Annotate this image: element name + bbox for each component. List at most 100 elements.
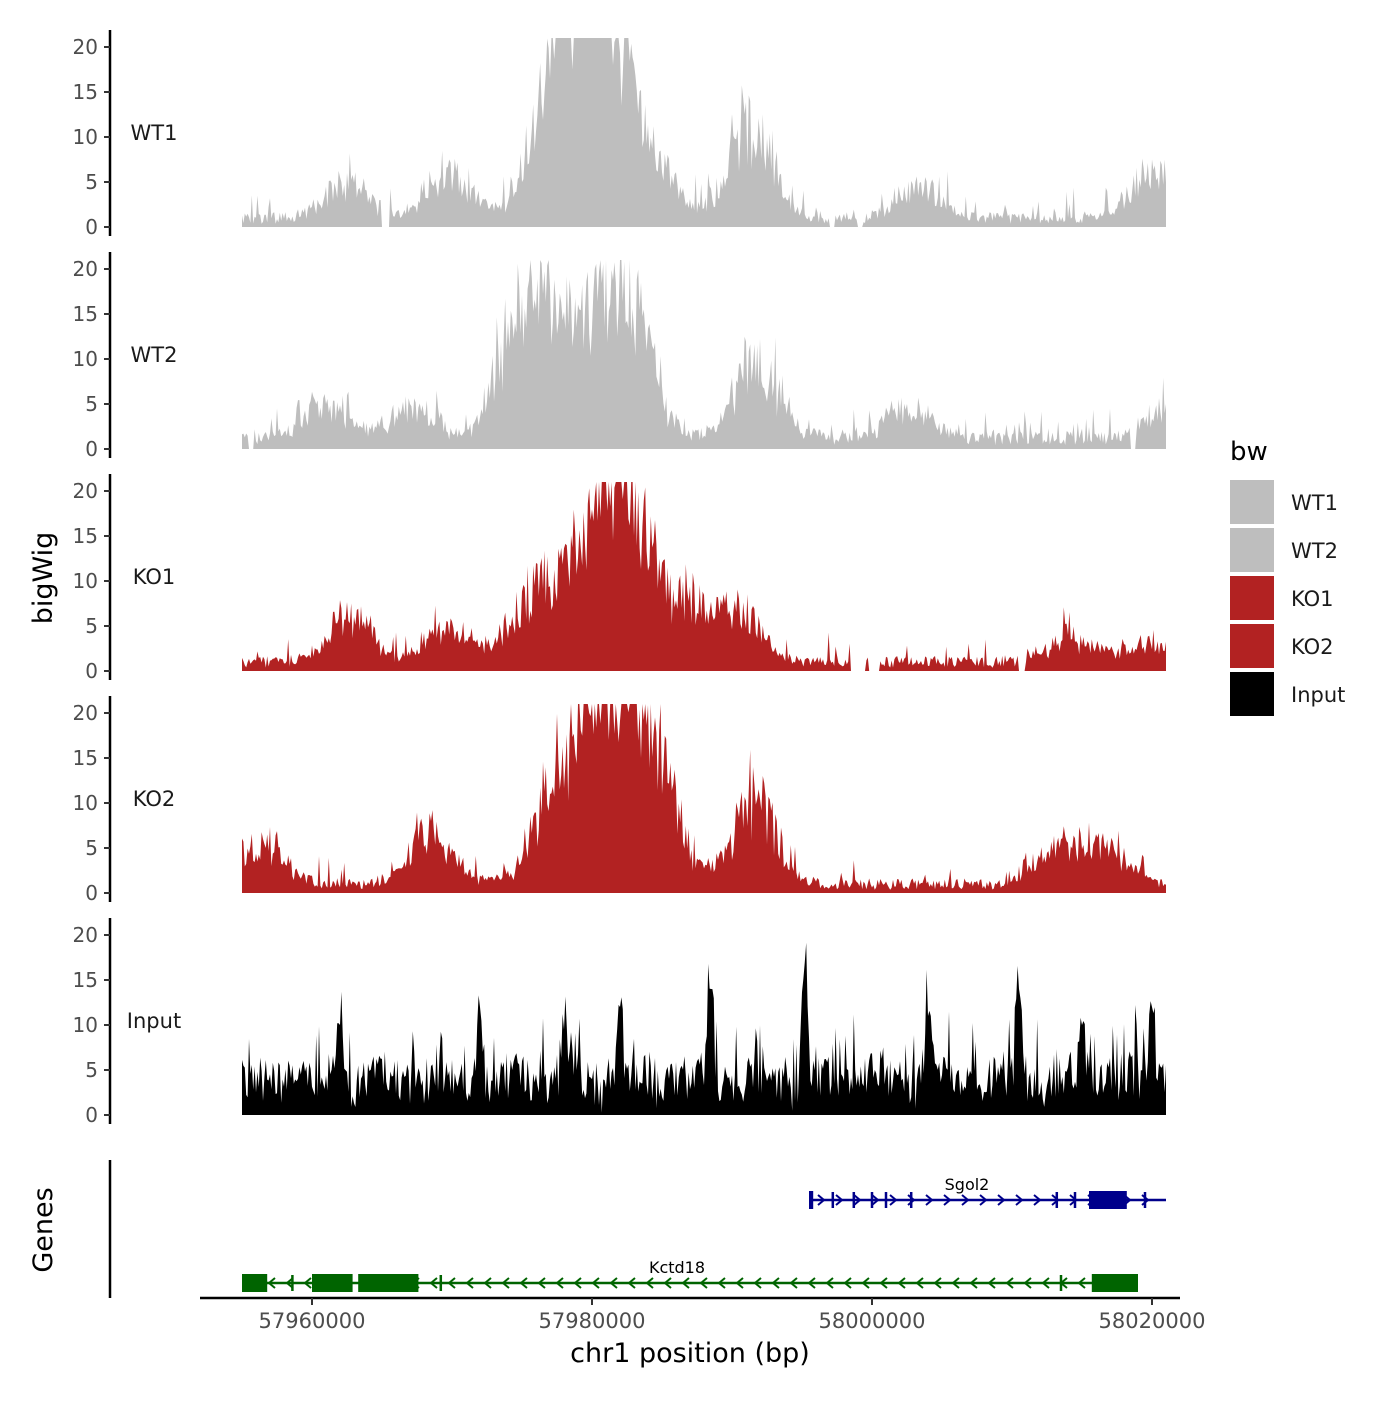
strand-arrow-kctd18 bbox=[537, 1277, 546, 1289]
y-tick-label-wt2: 15 bbox=[73, 302, 98, 326]
coverage-area-wt1 bbox=[242, 38, 1166, 227]
coverage-area-wt2 bbox=[242, 260, 1166, 449]
x-tick-label: 57980000 bbox=[539, 1309, 646, 1333]
track-ko1: 0 5 10 15 20 KO1 bbox=[73, 474, 1166, 683]
strand-arrow-kctd18 bbox=[969, 1277, 978, 1289]
y-tick-label-ko1: 10 bbox=[73, 569, 98, 593]
y-tick-label-ko1: 15 bbox=[73, 524, 98, 548]
x-tick-label: 58000000 bbox=[819, 1309, 926, 1333]
strand-arrow-kctd18 bbox=[843, 1277, 852, 1289]
legend: WT1 WT2 KO1 KO2 Input bbox=[1230, 480, 1345, 716]
y-tick-label-input: 20 bbox=[73, 923, 98, 947]
track-label-wt2: WT2 bbox=[131, 343, 178, 367]
strand-arrow-kctd18 bbox=[825, 1277, 834, 1289]
exon-kctd18 bbox=[312, 1274, 353, 1292]
strand-arrow-kctd18 bbox=[303, 1277, 312, 1289]
strand-arrow-kctd18 bbox=[771, 1277, 780, 1289]
legend-label-ko2: KO2 bbox=[1291, 635, 1334, 659]
coverage-area-input bbox=[242, 942, 1166, 1115]
strand-arrow-sgol2 bbox=[853, 1194, 862, 1206]
legend-swatch-input bbox=[1230, 672, 1274, 716]
strand-arrow-kctd18 bbox=[1023, 1277, 1032, 1289]
track-label-wt1: WT1 bbox=[131, 121, 178, 145]
y-tick-label-ko2: 15 bbox=[73, 746, 98, 770]
strand-arrow-kctd18 bbox=[753, 1277, 762, 1289]
y-tick-label-ko1: 5 bbox=[85, 614, 98, 638]
y-tick-label-wt2: 10 bbox=[73, 347, 98, 371]
strand-arrow-kctd18 bbox=[897, 1277, 906, 1289]
strand-arrow-kctd18 bbox=[861, 1277, 870, 1289]
exon-kctd18 bbox=[358, 1274, 419, 1292]
y-tick-label-wt1: 15 bbox=[73, 80, 98, 104]
y-tick-label-ko1: 0 bbox=[85, 659, 98, 683]
strand-arrow-sgol2 bbox=[1015, 1194, 1024, 1206]
legend-label-wt1: WT1 bbox=[1291, 491, 1338, 515]
legend-swatch-wt2 bbox=[1230, 528, 1274, 572]
strand-arrow-kctd18 bbox=[1041, 1277, 1050, 1289]
strand-arrow-kctd18 bbox=[699, 1277, 708, 1289]
strand-arrow-kctd18 bbox=[591, 1277, 600, 1289]
strand-arrow-kctd18 bbox=[915, 1277, 924, 1289]
strand-arrow-sgol2 bbox=[925, 1194, 934, 1206]
legend-title: bw bbox=[1230, 437, 1268, 467]
strand-arrow-kctd18 bbox=[573, 1277, 582, 1289]
strand-arrow-kctd18 bbox=[807, 1277, 816, 1289]
strand-arrow-kctd18 bbox=[663, 1277, 672, 1289]
track-wt2: 0 5 10 15 20 WT2 bbox=[73, 252, 1166, 461]
y-tick-label-ko2: 0 bbox=[85, 881, 98, 905]
x-axis: 57960000 57980000 58000000 58020000 bbox=[200, 1296, 1206, 1333]
exon-sgol2 bbox=[809, 1191, 814, 1209]
strand-arrow-kctd18 bbox=[501, 1277, 510, 1289]
x-tick-label: 58020000 bbox=[1099, 1309, 1206, 1333]
strand-arrow-kctd18 bbox=[627, 1277, 636, 1289]
y-axis-title: bigWig bbox=[28, 532, 59, 625]
strand-arrow-kctd18 bbox=[717, 1277, 726, 1289]
x-tick-label: 57960000 bbox=[259, 1309, 366, 1333]
gene-label-sgol2: Sgol2 bbox=[945, 1175, 990, 1194]
strand-arrow-kctd18 bbox=[933, 1277, 942, 1289]
strand-arrow-kctd18 bbox=[429, 1277, 438, 1289]
strand-arrow-sgol2 bbox=[1033, 1194, 1042, 1206]
strand-arrow-kctd18 bbox=[447, 1277, 456, 1289]
strand-arrow-kctd18 bbox=[555, 1277, 564, 1289]
strand-arrow-kctd18 bbox=[483, 1277, 492, 1289]
y-tick-label-wt1: 5 bbox=[85, 170, 98, 194]
y-tick-label-ko2: 10 bbox=[73, 791, 98, 815]
y-tick-label-input: 15 bbox=[73, 968, 98, 992]
strand-arrow-sgol2 bbox=[997, 1194, 1006, 1206]
exon-sgol2 bbox=[1089, 1191, 1127, 1209]
gene-sgol2: Sgol2 bbox=[809, 1175, 1166, 1209]
y-tick-label-wt1: 20 bbox=[73, 35, 98, 59]
strand-arrow-sgol2 bbox=[943, 1194, 952, 1206]
y-tick-label-wt1: 10 bbox=[73, 125, 98, 149]
y-tick-label-wt2: 5 bbox=[85, 392, 98, 416]
coverage-area-ko1 bbox=[242, 482, 1166, 671]
strand-arrow-kctd18 bbox=[267, 1277, 276, 1289]
coverage-area-ko2 bbox=[242, 704, 1166, 893]
genes-layer: Sgol2 Kctd18 bbox=[108, 1160, 1166, 1298]
legend-label-input: Input bbox=[1291, 683, 1345, 707]
strand-arrow-kctd18 bbox=[519, 1277, 528, 1289]
strand-arrow-kctd18 bbox=[1077, 1277, 1086, 1289]
exon-kctd18 bbox=[242, 1274, 268, 1292]
legend-swatch-ko2 bbox=[1230, 624, 1274, 668]
y-tick-label-wt2: 0 bbox=[85, 437, 98, 461]
genes-axis-title: Genes bbox=[28, 1187, 59, 1272]
gene-label-kctd18: Kctd18 bbox=[649, 1258, 705, 1277]
track-wt1: 0 5 10 15 20 WT1 bbox=[73, 30, 1166, 239]
y-tick-label-wt2: 20 bbox=[73, 257, 98, 281]
y-tick-label-ko2: 20 bbox=[73, 701, 98, 725]
track-label-input: Input bbox=[127, 1009, 181, 1033]
strand-arrow-kctd18 bbox=[285, 1277, 294, 1289]
strand-arrow-kctd18 bbox=[789, 1277, 798, 1289]
legend-label-ko1: KO1 bbox=[1291, 587, 1334, 611]
tracks-layer: 0 5 10 15 20 WT1 0 5 10 15 20 WT2 0 5 10 15 20 KO1 0 5 10 15 2… bbox=[73, 30, 1166, 1127]
strand-arrow-kctd18 bbox=[1005, 1277, 1014, 1289]
strand-arrow-sgol2 bbox=[817, 1194, 826, 1206]
strand-arrow-kctd18 bbox=[879, 1277, 888, 1289]
strand-arrow-kctd18 bbox=[951, 1277, 960, 1289]
strand-arrow-kctd18 bbox=[987, 1277, 996, 1289]
strand-arrow-sgol2 bbox=[835, 1194, 844, 1206]
strand-arrow-sgol2 bbox=[961, 1194, 970, 1206]
